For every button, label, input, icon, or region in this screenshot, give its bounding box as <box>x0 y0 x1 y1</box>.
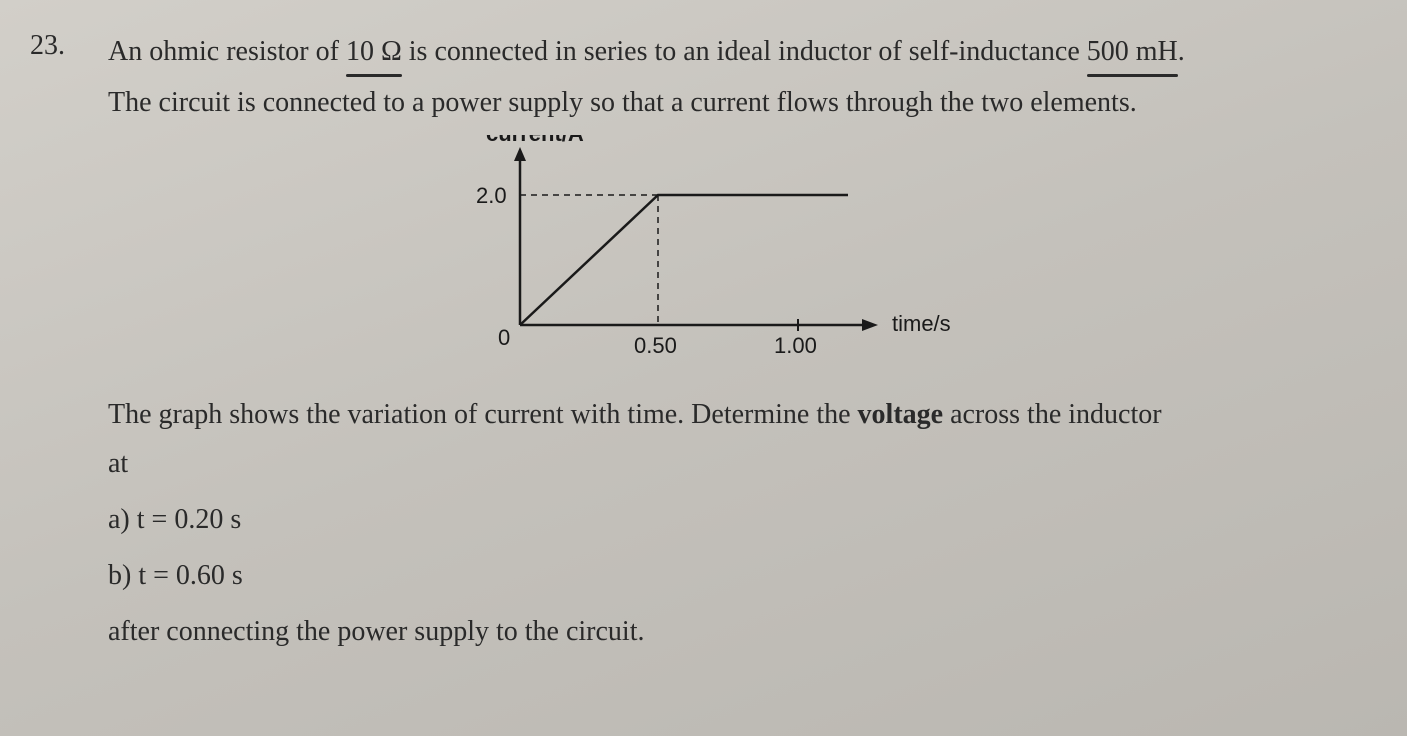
svg-text:1.00: 1.00 <box>774 333 817 358</box>
page: 23. An ohmic resistor of 10 Ω is connect… <box>0 0 1407 736</box>
svg-text:time/s: time/s <box>892 311 951 336</box>
svg-text:0.50: 0.50 <box>634 333 677 358</box>
caption-text: The graph shows the variation of current… <box>108 399 858 430</box>
stem-text: is connected in series to an ideal induc… <box>402 36 1087 67</box>
after-line: after connecting the power supply to the… <box>108 604 1377 660</box>
stem-text: . <box>1178 36 1185 67</box>
value-text: 500 mH <box>1087 36 1178 67</box>
underlined-value-resistance: 10 Ω <box>346 30 402 73</box>
stem-line-2: The circuit is connected to a power supp… <box>108 81 1377 124</box>
at-line: at <box>108 436 1377 492</box>
part-a: a) t = 0.20 s <box>108 492 1377 548</box>
chart-svg: current/A time/s 2.0 0 0.50 1.00 <box>448 135 968 375</box>
value-text: 10 Ω <box>346 36 402 67</box>
caption-line: The graph shows the variation of current… <box>108 393 1377 436</box>
underlined-value-inductance: 500 mH <box>1087 30 1178 73</box>
part-b: b) t = 0.60 s <box>108 548 1377 604</box>
current-time-chart: current/A time/s 2.0 0 0.50 1.00 <box>448 135 968 375</box>
svg-text:0: 0 <box>498 325 510 350</box>
question-row: 23. An ohmic resistor of 10 Ω is connect… <box>30 30 1377 660</box>
caption-text: across the inductor <box>943 399 1162 430</box>
stem-text: An ohmic resistor of <box>108 36 346 67</box>
stem-line-1: An ohmic resistor of 10 Ω is connected i… <box>108 30 1377 73</box>
question-number: 23. <box>30 30 70 660</box>
svg-text:2.0: 2.0 <box>476 183 507 208</box>
svg-text:current/A: current/A <box>486 135 584 146</box>
question-body: An ohmic resistor of 10 Ω is connected i… <box>108 30 1377 660</box>
caption-bold: voltage <box>858 399 944 430</box>
